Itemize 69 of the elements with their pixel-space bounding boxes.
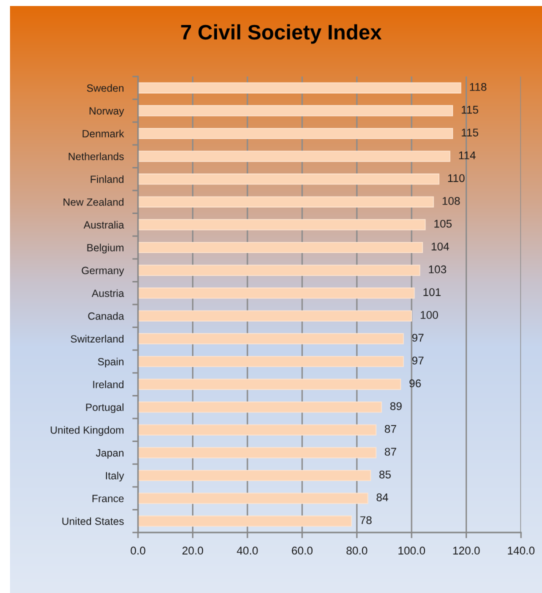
data-label: 104 [432,242,450,250]
bar [138,447,376,458]
data-label: 84 [376,493,388,502]
x-tick-label: 60.0 [292,546,313,555]
y-tick-label: United States [62,517,124,525]
y-tick-label: Switzerland [70,334,124,343]
data-label: 108 [442,197,460,205]
y-tick-label: Belgium [87,244,124,254]
data-label: 87 [384,425,396,433]
y-tick-label: Netherlands [68,152,124,160]
bar [138,516,352,527]
chart-title: 7 Civil Society Index [181,24,382,44]
bar [138,150,450,162]
bar [138,402,382,413]
bar [138,470,371,482]
data-label: 97 [412,334,424,342]
y-tick-label: Norway [90,107,124,117]
y-tick-label: Austria [92,289,124,297]
bar [138,174,440,185]
y-tick-label: Australia [84,220,124,229]
y-tick-label: Finland [90,175,124,183]
data-label: 100 [420,311,438,319]
bar [138,219,426,230]
y-tick-label: Spain [98,358,124,368]
y-tick-label: Ireland [93,380,124,388]
x-tick-label: 40.0 [236,546,258,555]
bar [138,105,454,116]
bar [138,264,420,276]
data-label: 118 [470,83,486,91]
data-label: 87 [384,448,396,456]
data-label: 97 [412,356,424,364]
data-label: 85 [379,470,391,478]
bar [138,288,415,299]
bar [138,196,434,208]
x-tick-label: 20.0 [182,546,204,555]
y-tick-label: United Kingdom [50,426,124,436]
y-tick-label: Italy [106,472,124,482]
y-tick-label: Sweden [86,84,124,92]
x-tick-label: 100.0 [398,546,426,555]
bar [138,128,454,140]
bar [138,82,462,94]
y-tick-label: New Zealand [64,198,124,206]
y-tick-label: France [92,494,124,502]
y-tick-label: Denmark [82,130,124,138]
data-label: 78 [360,516,372,524]
bar [138,242,423,254]
bar [138,333,404,344]
data-label: 103 [428,265,446,274]
bar [138,492,368,504]
y-tick-label: Portugal [86,403,124,414]
y-tick-label: Canada [88,312,124,320]
data-label: 114 [459,152,476,160]
data-label: 105 [434,220,452,228]
bar [138,378,402,390]
y-tick-label: Japan [96,449,124,459]
data-label: 89 [390,402,402,410]
x-tick-label: 0.0 [130,546,146,555]
x-tick-label: 120.0 [453,546,480,555]
y-tick-label: Germany [82,266,124,276]
x-tick-label: 80.0 [346,546,368,555]
bar [138,310,412,322]
data-label: 110 [448,174,465,182]
bar [138,424,376,436]
data-label: 115 [462,128,478,136]
data-label: 101 [423,288,441,296]
bar [138,356,404,368]
data-label: 96 [409,379,421,388]
x-tick-label: 140.0 [508,546,534,555]
data-label: 115 [462,106,478,114]
